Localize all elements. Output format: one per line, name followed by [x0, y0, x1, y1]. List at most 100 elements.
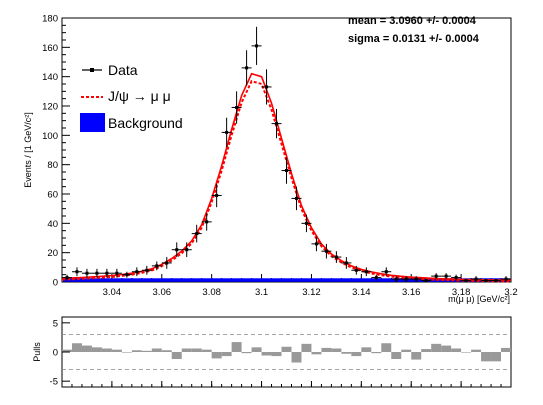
data-point [121, 271, 132, 278]
data-point [111, 268, 122, 278]
data-point [231, 91, 242, 124]
pull-bar [501, 347, 511, 352]
pull-bar [341, 352, 352, 354]
data-point [161, 257, 172, 269]
legend: Data J/ψ → μ μ Background [80, 62, 183, 132]
data-point [281, 157, 292, 184]
data-point [471, 276, 482, 282]
pull-bar [471, 349, 482, 352]
data-point [341, 257, 352, 269]
x-tick-label: 3.18 [452, 287, 471, 298]
data-point [251, 26, 262, 65]
data-point [201, 213, 212, 231]
pull-bar [171, 352, 182, 359]
x-tick-label: 3.14 [352, 287, 371, 298]
pull-bar [301, 343, 312, 352]
data-point [351, 265, 362, 275]
pull-bar [191, 348, 202, 352]
x-tick-label: 3.06 [153, 287, 172, 298]
pull-bar [331, 348, 342, 352]
data-point [391, 276, 402, 282]
data-point [401, 276, 412, 282]
legend-background-swatch [80, 113, 105, 132]
x-tick-label: 3.08 [202, 287, 221, 298]
data-point [261, 69, 272, 105]
data-point [91, 268, 102, 278]
pull-bar [481, 352, 492, 362]
pull-bar [491, 352, 502, 362]
data-point [101, 268, 112, 278]
x-tick-label: 3.16 [402, 287, 421, 298]
y-tick-label: 60 [47, 190, 58, 201]
legend-signal-label: J/ψ → μ μ [108, 88, 171, 104]
legend-background-label: Background [108, 115, 183, 131]
pull-bar [231, 342, 242, 352]
data-point [331, 251, 342, 263]
main-plot-frame [61, 17, 512, 283]
y-tick-label: 20 [47, 248, 58, 259]
data-point [81, 268, 92, 278]
pull-bar [371, 352, 382, 354]
data-point [151, 261, 162, 271]
data-point [451, 274, 462, 281]
data-point [141, 265, 152, 275]
data-point [491, 279, 502, 283]
x-tick-label: 3.1 [255, 287, 268, 298]
pull-bar [91, 347, 102, 352]
pull-bar [141, 350, 152, 352]
pull-bars [62, 342, 511, 363]
pull-bar [411, 352, 422, 360]
pull-bar [441, 345, 452, 352]
pull-bar [221, 352, 232, 357]
data-point [321, 243, 332, 259]
background-fill [63, 278, 510, 282]
data-point [191, 224, 202, 243]
pull-reference-lines [62, 334, 511, 370]
pull-bar [421, 349, 432, 352]
data-point [181, 242, 192, 258]
pull-bar [251, 347, 262, 352]
pull-bar [351, 352, 362, 357]
pull-bar [241, 352, 252, 354]
data-point [291, 186, 302, 211]
pull-bar [71, 343, 82, 352]
pull-bar [451, 348, 462, 352]
data-point [131, 267, 142, 277]
pull-bar [111, 349, 122, 352]
y-tick-label: 140 [42, 72, 58, 83]
pull-bar [261, 352, 272, 356]
y-tick-label: 80 [47, 160, 58, 171]
y-tick-label: 160 [42, 43, 58, 54]
data-point [481, 279, 492, 283]
data-point [431, 273, 442, 280]
pull-bar [321, 347, 332, 352]
pull-bar [151, 348, 162, 352]
pull-bar [271, 352, 282, 357]
pull-bar [201, 349, 212, 352]
data-point [241, 50, 252, 86]
pull-y-tick-label: 5 [53, 318, 58, 329]
pull-bar [121, 352, 132, 353]
pull-bar [311, 352, 322, 355]
y-axis-label: Events / [1 GeV/c²] [23, 112, 33, 188]
pull-y-tick-label: 0 [53, 348, 58, 359]
data-point [381, 267, 392, 277]
pull-bar [161, 350, 172, 352]
data-point [271, 108, 282, 139]
pull-axes-ticks: 5 0 -5 [50, 318, 512, 388]
data-point [301, 214, 312, 233]
data-point [421, 279, 432, 283]
data-point [211, 183, 222, 208]
legend-data-point [90, 68, 94, 72]
data-point [461, 279, 472, 283]
pull-bar [131, 350, 142, 352]
pull-bar [361, 347, 372, 352]
main-axes-ticks: 0 20 40 60 80 100 120 140 160 180 3.04 3.06 3.08 3.1 3… [42, 14, 517, 299]
pull-bar [381, 343, 392, 352]
background-band [63, 278, 510, 282]
data-point [441, 273, 452, 280]
legend-data-label: Data [108, 62, 138, 78]
x-tick-label: 3.12 [302, 287, 321, 298]
pull-bar [211, 352, 222, 359]
